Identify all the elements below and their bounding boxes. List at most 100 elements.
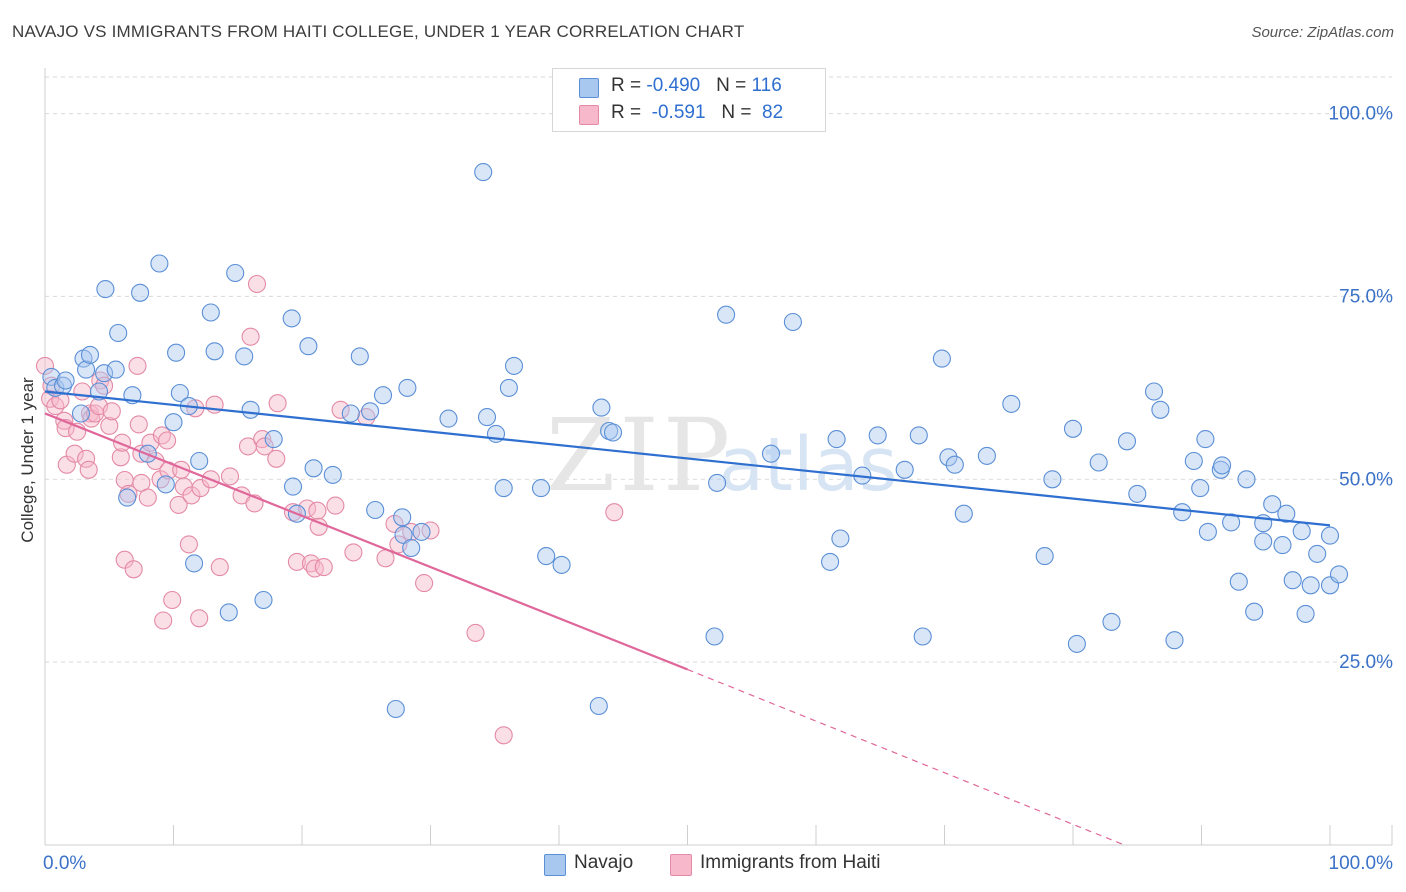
navajo-point (95, 364, 114, 383)
navajo-point (1173, 503, 1192, 522)
legend-r-value-navajo: -0.490 (646, 75, 701, 96)
navajo-point (1191, 479, 1210, 498)
navajo-point (589, 696, 608, 716)
source-label: Source: ZipAtlas.com (1251, 24, 1394, 41)
navajo-point (531, 479, 551, 498)
correlation-legend: R = -0.490 N = 116 R = -0.591 N = 82 (552, 68, 826, 132)
x-tick-label-min: 0.0% (43, 853, 86, 874)
navajo-point (1245, 602, 1264, 621)
haiti-point (267, 449, 286, 468)
bottom-legend-label-haiti: Immigrants from Haiti (700, 852, 881, 873)
legend-n-label: N = (716, 75, 752, 96)
navajo-point (219, 603, 238, 622)
haiti-point (79, 460, 98, 479)
navajo-point (439, 409, 458, 428)
haiti-point (421, 521, 440, 540)
navajo-point (895, 460, 914, 479)
haiti-point (415, 574, 434, 593)
navajo-point (264, 430, 283, 449)
navajo-point (1308, 544, 1327, 563)
navajo-trend-line (44, 390, 1331, 527)
navajo-point (537, 547, 556, 566)
legend-r-label: R = (611, 102, 647, 123)
navajo-point (341, 404, 360, 423)
haiti-point (138, 488, 157, 507)
navajo-point (226, 263, 245, 283)
haiti-trend-extension (687, 668, 1125, 846)
legend-r-value-haiti: -0.591 (646, 102, 706, 123)
y-axis-label: College, Under 1 year (18, 377, 37, 543)
haiti-point (129, 415, 148, 434)
navajo-point (932, 349, 951, 368)
navajo-point (494, 479, 513, 498)
navajo-point (283, 477, 303, 496)
legend-row-haiti: R = -0.591 N = 82 (579, 102, 783, 126)
navajo-point (1043, 470, 1062, 489)
navajo-point (705, 627, 724, 646)
haiti-point (344, 543, 363, 562)
navajo-point (350, 347, 369, 366)
navajo-point (150, 254, 169, 273)
haiti-point (210, 558, 229, 577)
navajo-point (1151, 400, 1170, 419)
navajo-point (868, 426, 887, 445)
bottom-legend-swatch-haiti (670, 854, 692, 876)
haiti-point (268, 394, 287, 413)
navajo-point (1196, 430, 1215, 449)
navajo-point (831, 529, 850, 548)
navajo-point (235, 347, 254, 366)
grid-lines (45, 76, 1392, 663)
navajo-point (1301, 576, 1320, 595)
haiti-point (605, 503, 624, 522)
navajo-point (185, 554, 204, 573)
navajo-point (1165, 631, 1184, 650)
navajo-point (96, 280, 115, 299)
navajo-point (477, 408, 497, 427)
navajo-point (1229, 572, 1248, 591)
navajo-point (1128, 484, 1147, 503)
watermark: ZIP atlas (546, 397, 898, 514)
navajo-point (945, 455, 964, 474)
navajo-point (241, 400, 260, 419)
navajo-point (412, 522, 431, 541)
haiti-point (466, 623, 485, 642)
navajo-point (1263, 495, 1282, 514)
haiti-point (179, 535, 198, 554)
navajo-point (1320, 526, 1340, 545)
haiti-point (326, 496, 345, 515)
navajo-point (1283, 571, 1302, 590)
haiti-point (169, 495, 188, 514)
haiti-point (158, 431, 177, 450)
haiti-point (241, 327, 260, 346)
navajo-point (1237, 470, 1256, 489)
x-tick-label-max: 100.0% (1329, 853, 1394, 874)
navajo-point (821, 552, 840, 571)
navajo-point (1254, 532, 1273, 551)
legend-n-label: N = (721, 102, 757, 123)
haiti-point (220, 467, 240, 486)
haiti-point (124, 560, 143, 579)
navajo-point (939, 448, 958, 467)
navajo-point (254, 590, 273, 610)
navajo-point (827, 430, 846, 449)
navajo-point (1184, 451, 1203, 471)
navajo-point (170, 383, 189, 403)
navajo-point (386, 699, 405, 719)
navajo-point (1222, 513, 1241, 532)
tick-labels: 25.0% 50.0% 75.0% 100.0% 0.0% 100.0% (43, 104, 1393, 874)
navajo-point (80, 345, 100, 364)
navajo-point (1296, 604, 1315, 623)
haiti-point (247, 274, 267, 294)
navajo-point (1277, 504, 1296, 523)
haiti-point (154, 611, 173, 630)
haiti-point (308, 501, 327, 520)
haiti-point (494, 726, 513, 745)
y-tick-label: 25.0% (1339, 652, 1393, 673)
haiti-point (305, 559, 324, 578)
navajo-point (164, 413, 183, 432)
navajo-point (156, 475, 175, 494)
chart-title: NAVAJO VS IMMIGRANTS FROM HAITI COLLEGE,… (12, 22, 745, 41)
haiti-point (255, 437, 274, 456)
navajo-point (398, 378, 417, 397)
